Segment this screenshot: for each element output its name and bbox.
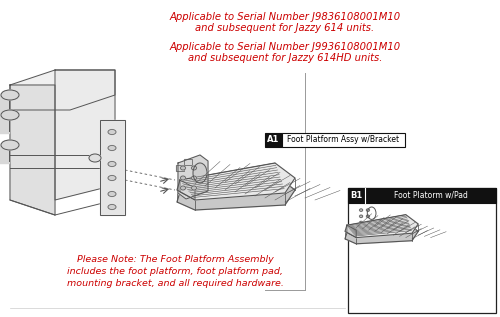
Bar — [348, 188, 496, 203]
Ellipse shape — [108, 204, 116, 210]
Ellipse shape — [366, 209, 370, 211]
Ellipse shape — [366, 221, 370, 224]
Text: Please Note: The Foot Platform Assembly: Please Note: The Foot Platform Assembly — [76, 255, 274, 264]
Ellipse shape — [89, 154, 101, 162]
Bar — [0, 145, 9, 163]
Ellipse shape — [192, 186, 196, 190]
Polygon shape — [177, 163, 295, 200]
Text: Foot Platorm w/Pad: Foot Platorm w/Pad — [394, 191, 468, 200]
Ellipse shape — [180, 166, 186, 170]
Ellipse shape — [108, 176, 116, 180]
Polygon shape — [178, 155, 208, 199]
Ellipse shape — [1, 90, 19, 100]
Ellipse shape — [180, 176, 186, 180]
Text: and subsequent for Jazzy 614 units.: and subsequent for Jazzy 614 units. — [196, 23, 374, 33]
Bar — [100, 120, 125, 215]
Ellipse shape — [108, 146, 116, 151]
Bar — [184, 159, 192, 165]
Polygon shape — [347, 225, 356, 238]
Ellipse shape — [368, 207, 376, 219]
Bar — [176, 165, 184, 171]
Ellipse shape — [1, 140, 19, 150]
Bar — [0, 115, 9, 133]
Ellipse shape — [366, 215, 370, 217]
Ellipse shape — [108, 130, 116, 134]
Bar — [265, 133, 282, 147]
Ellipse shape — [192, 166, 196, 170]
Ellipse shape — [360, 215, 362, 217]
Bar — [282, 133, 405, 147]
Bar — [176, 165, 184, 171]
Text: Applicable to Serial Number J9836108001M10: Applicable to Serial Number J9836108001M… — [170, 12, 400, 22]
Text: includes the foot platform, foot platform pad,: includes the foot platform, foot platfor… — [67, 267, 283, 276]
Text: and subsequent for Jazzy 614HD units.: and subsequent for Jazzy 614HD units. — [188, 53, 382, 63]
Polygon shape — [180, 180, 195, 200]
Polygon shape — [10, 85, 55, 215]
Ellipse shape — [192, 176, 196, 180]
Text: A1: A1 — [268, 135, 280, 145]
Polygon shape — [55, 70, 115, 200]
Ellipse shape — [180, 186, 186, 190]
Ellipse shape — [108, 161, 116, 166]
Bar — [184, 159, 192, 165]
Ellipse shape — [360, 209, 362, 211]
Text: Foot Platform Assy w/Bracket: Foot Platform Assy w/Bracket — [288, 135, 400, 145]
Ellipse shape — [193, 163, 207, 183]
Polygon shape — [345, 222, 418, 244]
Bar — [100, 120, 125, 215]
Text: Applicable to Serial Number J9936108001M10: Applicable to Serial Number J9936108001M… — [170, 42, 400, 52]
Bar — [0, 95, 9, 113]
Polygon shape — [177, 175, 295, 210]
Ellipse shape — [108, 191, 116, 197]
Polygon shape — [10, 70, 115, 110]
Polygon shape — [345, 215, 418, 238]
Text: mounting bracket, and all required hardware.: mounting bracket, and all required hardw… — [66, 279, 284, 288]
Polygon shape — [358, 202, 376, 229]
Ellipse shape — [1, 110, 19, 120]
Text: B1: B1 — [350, 191, 362, 200]
Ellipse shape — [360, 221, 362, 224]
Bar — [348, 188, 496, 313]
